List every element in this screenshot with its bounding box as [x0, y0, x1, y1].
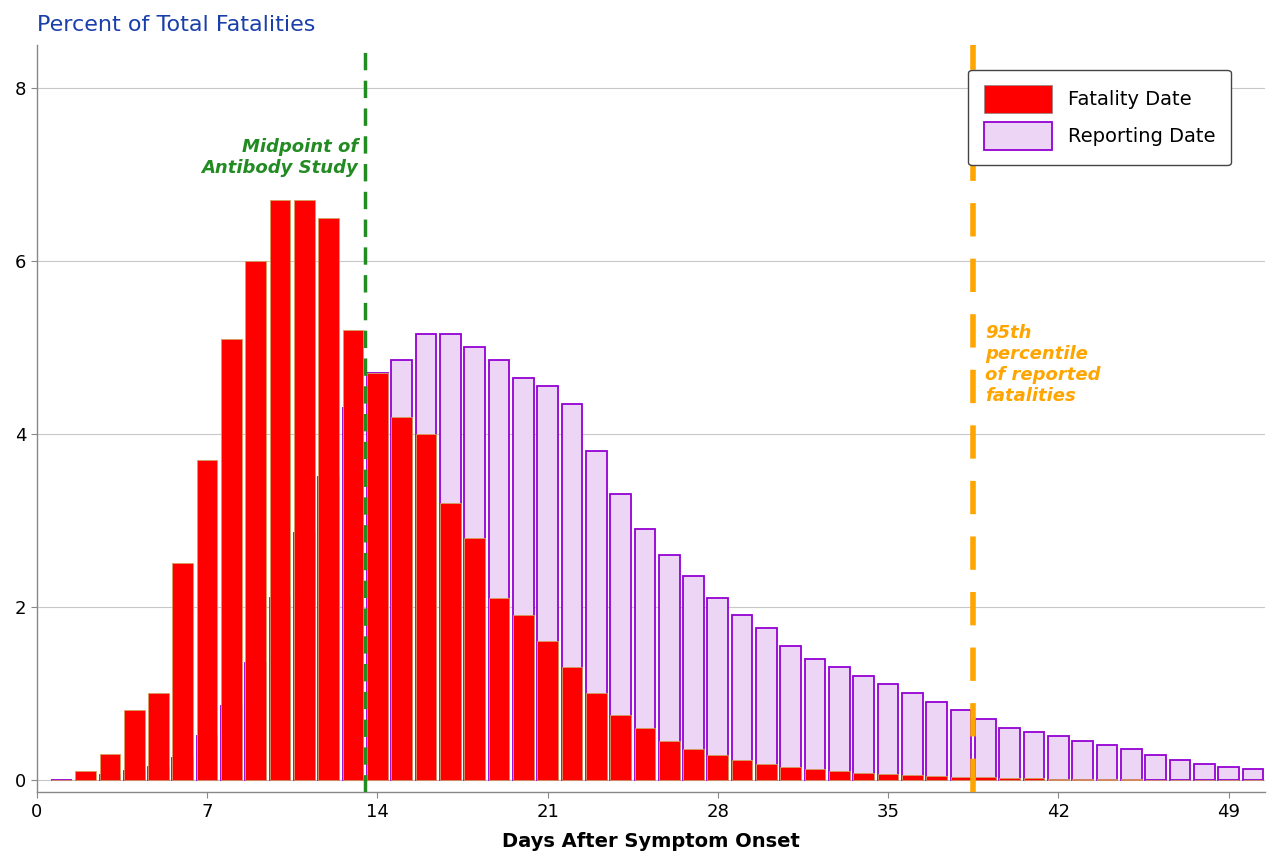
Bar	[246, 662, 266, 779]
Bar	[270, 200, 291, 779]
Bar	[708, 755, 728, 779]
Bar	[489, 598, 509, 779]
Bar	[684, 577, 704, 779]
Bar	[635, 727, 655, 779]
Bar	[440, 334, 461, 779]
Bar	[489, 360, 509, 779]
Bar	[221, 706, 242, 779]
Bar	[829, 771, 850, 779]
Bar	[416, 434, 436, 779]
Bar	[1024, 778, 1044, 779]
Bar	[805, 658, 826, 779]
Bar	[659, 740, 680, 779]
Bar	[221, 339, 242, 779]
Bar	[975, 719, 996, 779]
Bar	[538, 386, 558, 779]
Bar	[100, 775, 120, 779]
Bar	[294, 200, 315, 779]
Bar	[367, 373, 388, 779]
Bar	[148, 693, 169, 779]
Bar	[756, 628, 777, 779]
Text: 95th
percentile
of reported
fatalities: 95th percentile of reported fatalities	[986, 325, 1101, 405]
Bar	[1048, 736, 1069, 779]
Bar	[1243, 769, 1263, 779]
X-axis label: Days After Symptom Onset: Days After Symptom Onset	[502, 832, 800, 851]
Bar	[951, 710, 972, 779]
Bar	[124, 771, 145, 779]
Bar	[902, 775, 923, 779]
Bar	[124, 710, 145, 779]
Bar	[513, 378, 534, 779]
Bar	[440, 503, 461, 779]
Bar	[1170, 760, 1190, 779]
Bar	[829, 667, 850, 779]
Bar	[76, 771, 96, 779]
Bar	[586, 451, 607, 779]
Bar	[1219, 766, 1239, 779]
Bar	[197, 460, 218, 779]
Bar	[611, 714, 631, 779]
Text: Midpoint of
Antibody Study: Midpoint of Antibody Study	[201, 138, 358, 177]
Bar	[659, 555, 680, 779]
Bar	[927, 776, 947, 779]
Bar	[878, 774, 899, 779]
Bar	[392, 360, 412, 779]
Bar	[173, 564, 193, 779]
Bar	[465, 538, 485, 779]
Bar	[611, 494, 631, 779]
Bar	[465, 347, 485, 779]
Bar	[197, 736, 218, 779]
Bar	[1121, 749, 1142, 779]
Bar	[902, 693, 923, 779]
Bar	[562, 667, 582, 779]
Bar	[1024, 732, 1044, 779]
Bar	[1194, 764, 1215, 779]
Bar	[1073, 740, 1093, 779]
Bar	[586, 693, 607, 779]
Bar	[173, 758, 193, 779]
Bar	[343, 330, 364, 779]
Bar	[246, 261, 266, 779]
Bar	[732, 760, 753, 779]
Bar	[367, 373, 388, 779]
Bar	[805, 769, 826, 779]
Bar	[878, 684, 899, 779]
Bar	[294, 533, 315, 779]
Bar	[392, 417, 412, 779]
Text: Percent of Total Fatalities: Percent of Total Fatalities	[37, 15, 315, 35]
Bar	[538, 641, 558, 779]
Bar	[416, 334, 436, 779]
Bar	[951, 777, 972, 779]
Bar	[854, 675, 874, 779]
Bar	[1146, 755, 1166, 779]
Bar	[684, 749, 704, 779]
Bar	[927, 701, 947, 779]
Bar	[319, 217, 339, 779]
Bar	[343, 408, 364, 779]
Bar	[270, 598, 291, 779]
Bar	[781, 767, 801, 779]
Bar	[319, 477, 339, 779]
Bar	[756, 764, 777, 779]
Legend: Fatality Date, Reporting Date: Fatality Date, Reporting Date	[969, 69, 1230, 165]
Bar	[975, 777, 996, 779]
Bar	[1097, 745, 1117, 779]
Bar	[562, 404, 582, 779]
Bar	[708, 598, 728, 779]
Bar	[1000, 778, 1020, 779]
Bar	[100, 753, 120, 779]
Bar	[781, 645, 801, 779]
Bar	[635, 529, 655, 779]
Bar	[148, 766, 169, 779]
Bar	[1000, 727, 1020, 779]
Bar	[513, 616, 534, 779]
Bar	[732, 616, 753, 779]
Bar	[854, 772, 874, 779]
